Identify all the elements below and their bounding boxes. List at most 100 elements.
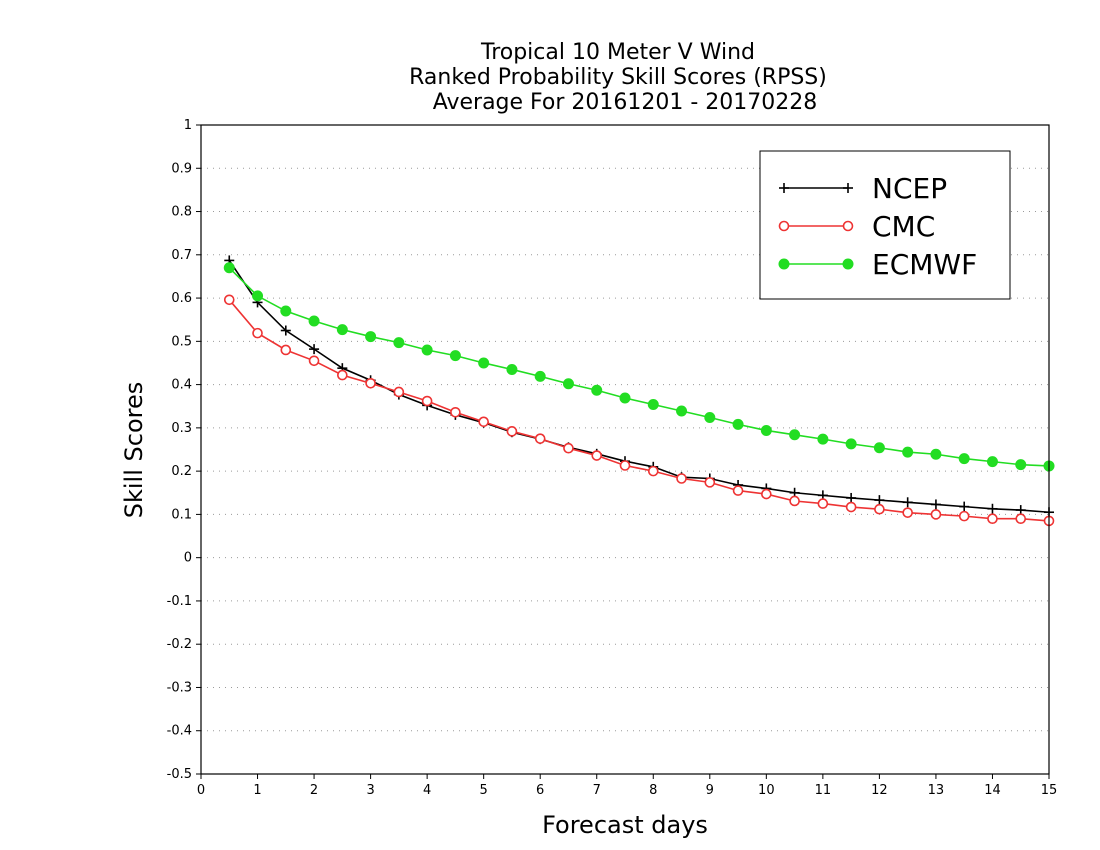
data-point-cmc bbox=[252, 327, 263, 339]
legend-entry-cmc: CMC bbox=[778, 210, 935, 243]
data-point-ecmwf bbox=[902, 446, 914, 458]
data-point-cmc bbox=[761, 488, 772, 500]
data-point-ecmwf bbox=[619, 392, 631, 404]
x-tick-label: 8 bbox=[649, 783, 657, 798]
series-cmc bbox=[223, 294, 1055, 527]
y-tick-label: -0.2 bbox=[167, 637, 192, 652]
data-series bbox=[223, 255, 1055, 527]
data-point-ecmwf bbox=[534, 370, 546, 382]
y-tick-label: 0.5 bbox=[171, 334, 192, 349]
x-tick-label: 11 bbox=[815, 783, 832, 798]
data-point-cmc bbox=[337, 369, 348, 381]
legend-entry-ecmwf: ECMWF bbox=[778, 248, 977, 281]
data-point-ecmwf bbox=[478, 357, 490, 369]
legend-marker-cmc bbox=[842, 220, 854, 232]
data-point-ecmwf bbox=[393, 337, 405, 349]
legend-marker-cmc bbox=[778, 220, 790, 232]
data-point-ecmwf bbox=[562, 378, 574, 390]
x-tick-label: 15 bbox=[1041, 783, 1058, 798]
data-point-cmc bbox=[902, 507, 913, 518]
data-point-ecmwf bbox=[365, 331, 377, 343]
y-tick-label: 0.4 bbox=[171, 378, 192, 393]
x-tick-label: 7 bbox=[593, 783, 601, 798]
data-point-ecmwf bbox=[732, 418, 744, 430]
x-tick-label: 13 bbox=[928, 783, 945, 798]
chart-title: Tropical 10 Meter V Wind Ranked Probabil… bbox=[409, 40, 827, 115]
data-point-ecmwf bbox=[647, 399, 659, 411]
data-point-ecmwf bbox=[449, 350, 461, 362]
data-point-ecmwf bbox=[789, 429, 801, 441]
legend-label-ecmwf: ECMWF bbox=[872, 248, 977, 281]
title-line-2: Ranked Probability Skill Scores (RPSS) bbox=[409, 65, 827, 90]
y-tick-label: 0.1 bbox=[171, 507, 192, 522]
y-tick-label: 0.9 bbox=[171, 161, 192, 176]
data-point-ncep bbox=[1015, 505, 1026, 516]
x-tick-label: 5 bbox=[480, 783, 488, 798]
y-tick-label: 0 bbox=[184, 551, 192, 566]
data-point-ncep bbox=[902, 497, 913, 508]
x-tick-label: 0 bbox=[197, 783, 205, 798]
x-tick-label: 10 bbox=[758, 783, 775, 798]
y-tick-label: 0.7 bbox=[171, 248, 192, 263]
data-point-cmc bbox=[619, 460, 631, 471]
data-point-cmc bbox=[817, 498, 829, 509]
data-point-ecmwf bbox=[958, 453, 970, 465]
y-tick-label: 0.3 bbox=[171, 421, 192, 436]
x-tick-label: 12 bbox=[871, 783, 888, 798]
data-point-cmc bbox=[421, 395, 433, 407]
data-point-cmc bbox=[930, 509, 942, 520]
data-point-cmc bbox=[591, 450, 603, 461]
legend-marker-ncep bbox=[779, 183, 789, 193]
data-point-ecmwf bbox=[704, 411, 716, 423]
y-tick-label: -0.3 bbox=[167, 680, 192, 695]
axis-ticks: -0.5 -0.4 -0.3 -0.2 -0.1 0 0.1 0.2 0.3 0.4 0.5 0.6 0… bbox=[167, 118, 1058, 798]
data-point-cmc bbox=[845, 501, 857, 513]
title-line-1: Tropical 10 Meter V Wind bbox=[480, 40, 755, 65]
data-point-cmc bbox=[478, 416, 489, 428]
x-tick-label: 2 bbox=[310, 783, 318, 798]
data-point-cmc bbox=[987, 513, 998, 525]
title-line-3: Average For 20161201 - 20170228 bbox=[433, 90, 818, 115]
x-tick-label: 1 bbox=[253, 783, 261, 798]
y-tick-label: -0.5 bbox=[167, 767, 192, 782]
x-tick-label: 4 bbox=[423, 783, 431, 798]
data-point-ecmwf bbox=[280, 305, 292, 317]
data-point-ecmwf bbox=[760, 424, 772, 436]
data-point-cmc bbox=[874, 503, 885, 515]
data-point-cmc bbox=[789, 495, 800, 507]
data-point-ecmwf bbox=[845, 438, 857, 450]
x-tick-label: 3 bbox=[366, 783, 374, 798]
y-tick-label: 0.8 bbox=[171, 205, 192, 220]
data-point-cmc bbox=[647, 465, 659, 477]
data-point-ecmwf bbox=[421, 344, 433, 356]
series-ecmwf bbox=[223, 262, 1055, 472]
legend-box bbox=[759, 150, 1011, 300]
data-point-ncep bbox=[959, 501, 970, 512]
data-point-ecmwf bbox=[308, 315, 320, 327]
data-point-ecmwf bbox=[336, 324, 348, 336]
legend-marker-ncep bbox=[843, 183, 853, 193]
data-point-cmc bbox=[1015, 513, 1027, 525]
data-point-ecmwf bbox=[506, 363, 518, 375]
data-point-cmc bbox=[732, 485, 744, 496]
data-point-cmc bbox=[223, 294, 235, 306]
legend-label-ncep: NCEP bbox=[872, 172, 947, 205]
legend-label-cmc: CMC bbox=[872, 210, 935, 243]
data-point-ncep bbox=[846, 492, 857, 503]
data-point-cmc bbox=[393, 386, 405, 398]
data-point-ecmwf bbox=[252, 290, 264, 302]
data-point-ecmwf bbox=[591, 384, 603, 396]
data-point-ecmwf bbox=[986, 456, 998, 468]
x-tick-label: 9 bbox=[706, 783, 714, 798]
data-point-cmc bbox=[563, 442, 574, 454]
data-point-cmc bbox=[704, 477, 716, 488]
data-point-cmc bbox=[450, 406, 461, 418]
data-point-cmc bbox=[308, 355, 320, 367]
data-point-cmc bbox=[506, 426, 518, 437]
y-tick-label: 0.6 bbox=[171, 291, 192, 306]
data-point-ecmwf bbox=[873, 442, 885, 454]
y-tick-label: 1 bbox=[184, 118, 192, 133]
y-tick-label: -0.1 bbox=[167, 594, 192, 609]
data-point-cmc bbox=[280, 344, 292, 356]
